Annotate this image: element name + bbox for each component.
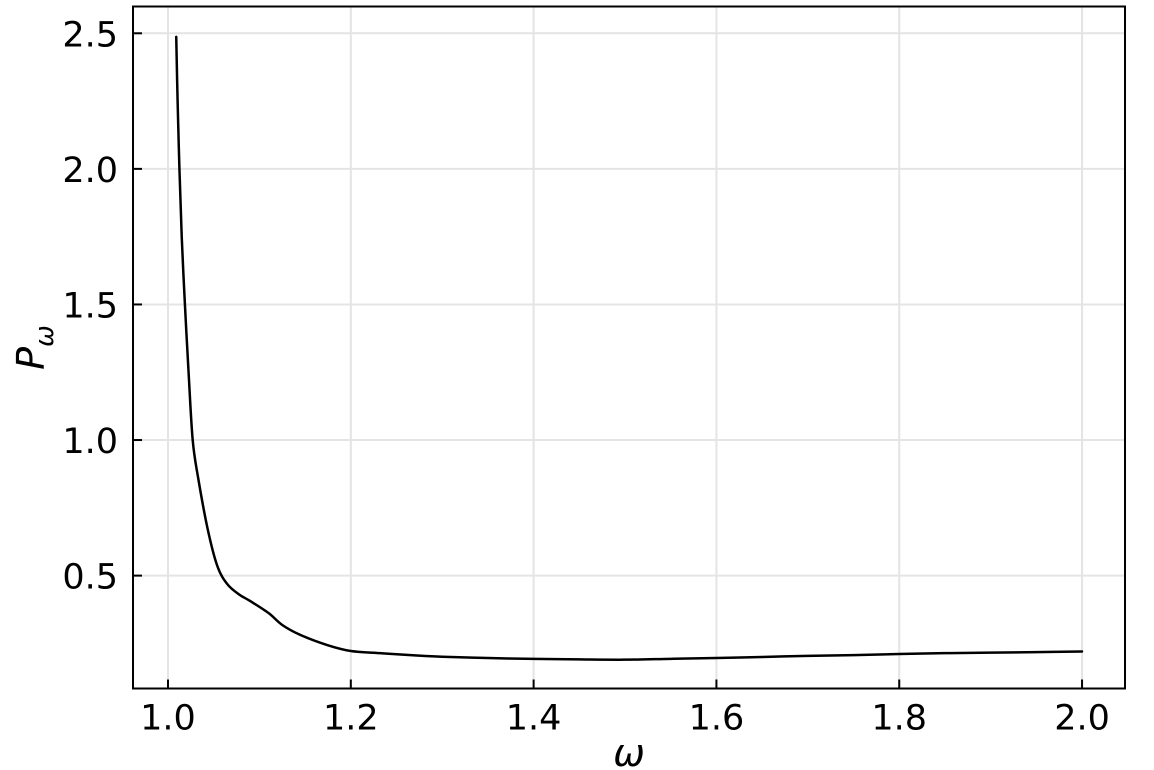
x-tick-label: 1.8 (871, 699, 927, 739)
y-tick-label: 2.5 (62, 15, 118, 55)
axis-ticks (133, 32, 1084, 689)
y-axis-label: Pω (9, 325, 60, 370)
y-axis-label-subscript: ω (30, 325, 60, 347)
x-tick-label: 1.4 (506, 699, 562, 739)
y-tick-label: 1.0 (62, 422, 118, 462)
plot-frame (132, 5, 1126, 690)
x-tick-label: 1.0 (140, 699, 196, 739)
gridlines (133, 6, 1125, 689)
y-tick-label: 2.0 (62, 151, 118, 191)
y-tick-label: 1.5 (62, 286, 118, 326)
tick-labels: 1.0 1.2 1.4 1.6 1.8 2.0 0.5 1.0 1.5 2.0 2.5 (62, 15, 1110, 738)
series-line (174, 35, 1084, 661)
x-tick-label: 2.0 (1054, 699, 1110, 739)
y-axis-label-base: P (9, 347, 53, 370)
x-tick-label: 1.2 (323, 699, 379, 739)
y-tick-label: 0.5 (62, 558, 118, 598)
x-axis-label: ω (613, 731, 645, 770)
x-tick-label: 1.6 (689, 699, 745, 739)
